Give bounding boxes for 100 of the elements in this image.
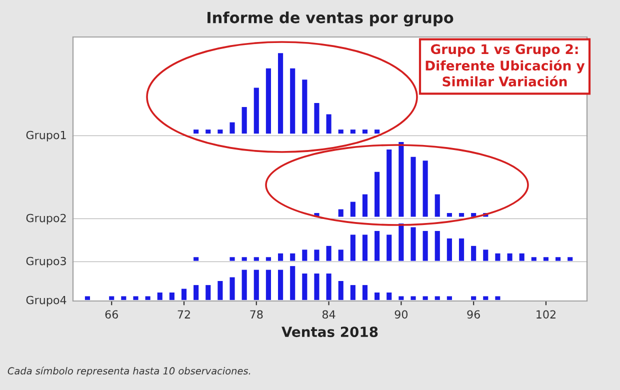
bar — [338, 280, 344, 300]
bar — [314, 274, 320, 300]
bar — [230, 122, 235, 134]
bar — [556, 257, 561, 261]
x-tick-label: 72 — [178, 310, 190, 318]
x-tick-label: 96 — [467, 310, 480, 319]
bar — [145, 296, 150, 300]
bar — [278, 270, 284, 300]
bar — [362, 234, 368, 261]
x-axis-title: Ventas 2018 — [282, 326, 378, 338]
bar — [206, 285, 211, 300]
text: Cada símbolo representa hasta 10 observaciones. — [8, 366, 250, 376]
bar — [483, 250, 488, 261]
bar — [350, 285, 356, 300]
bar — [266, 257, 271, 261]
chart-title: Informe de ventas por grupo — [208, 12, 454, 26]
bar — [434, 230, 440, 261]
bar — [362, 130, 368, 134]
bar — [194, 285, 199, 300]
bar — [446, 238, 452, 261]
bar — [242, 257, 247, 261]
bar — [206, 130, 211, 134]
y-axis-title: Grupo2 — [26, 214, 66, 224]
bar — [266, 68, 271, 134]
bar — [350, 202, 356, 217]
bar — [338, 250, 344, 261]
bar — [84, 296, 90, 300]
bar — [422, 296, 428, 300]
bar — [471, 296, 476, 300]
bar — [568, 257, 573, 261]
bar — [374, 172, 380, 217]
bar — [410, 296, 416, 300]
bar — [422, 230, 428, 261]
x-tick-label: 78 — [250, 310, 263, 319]
bar — [398, 223, 404, 261]
bar — [254, 88, 259, 134]
bar — [290, 253, 296, 261]
bar — [157, 292, 162, 300]
bar — [410, 156, 416, 217]
bar — [169, 292, 174, 300]
bar — [422, 160, 428, 217]
bar — [362, 285, 368, 300]
bar — [326, 274, 332, 300]
x-tick-label: 84 — [322, 310, 336, 319]
bar — [194, 257, 199, 261]
bar — [326, 114, 332, 134]
y-axis-title: Grupo1 — [26, 130, 66, 142]
bar — [314, 103, 320, 134]
bar — [458, 213, 464, 217]
bar — [386, 292, 392, 300]
bar — [398, 142, 404, 217]
bar — [434, 194, 440, 217]
bar — [398, 296, 404, 300]
bar — [181, 288, 187, 300]
bar — [290, 68, 296, 134]
bar — [410, 227, 416, 261]
bar — [326, 246, 332, 261]
bar — [254, 270, 259, 300]
x-tick-label: 90 — [394, 310, 408, 319]
bar — [278, 253, 284, 261]
bar — [374, 230, 380, 261]
bar — [507, 253, 512, 261]
bar — [350, 234, 356, 261]
bar — [302, 250, 308, 261]
bar — [338, 209, 344, 217]
bar — [519, 253, 524, 261]
bar — [458, 238, 464, 261]
x-tick-label: 102 — [536, 310, 556, 319]
bar — [290, 266, 296, 300]
bar — [495, 253, 500, 261]
bar — [278, 53, 284, 134]
bar — [374, 292, 380, 300]
bar — [446, 296, 452, 300]
bar — [338, 130, 344, 134]
bar — [483, 296, 488, 300]
bar — [471, 246, 476, 261]
bar — [543, 257, 549, 261]
bar — [434, 296, 440, 300]
x-tick-label: 66 — [105, 310, 118, 319]
bar — [242, 107, 247, 134]
bar — [218, 280, 223, 300]
bar — [254, 257, 259, 261]
bar — [350, 130, 356, 134]
y-axis-title: Grupo4 — [26, 296, 66, 306]
bar — [230, 257, 235, 261]
bar — [446, 213, 452, 217]
bar — [194, 130, 199, 134]
bar — [242, 270, 247, 300]
bar — [133, 296, 138, 300]
bar — [374, 130, 380, 134]
bar — [302, 274, 308, 300]
bar — [121, 296, 126, 300]
bar — [495, 296, 500, 300]
bar — [109, 296, 114, 300]
bar — [386, 149, 392, 217]
bar — [218, 130, 223, 134]
bar — [314, 250, 320, 261]
bar — [302, 80, 308, 134]
bar — [386, 234, 392, 261]
bar — [230, 277, 235, 300]
